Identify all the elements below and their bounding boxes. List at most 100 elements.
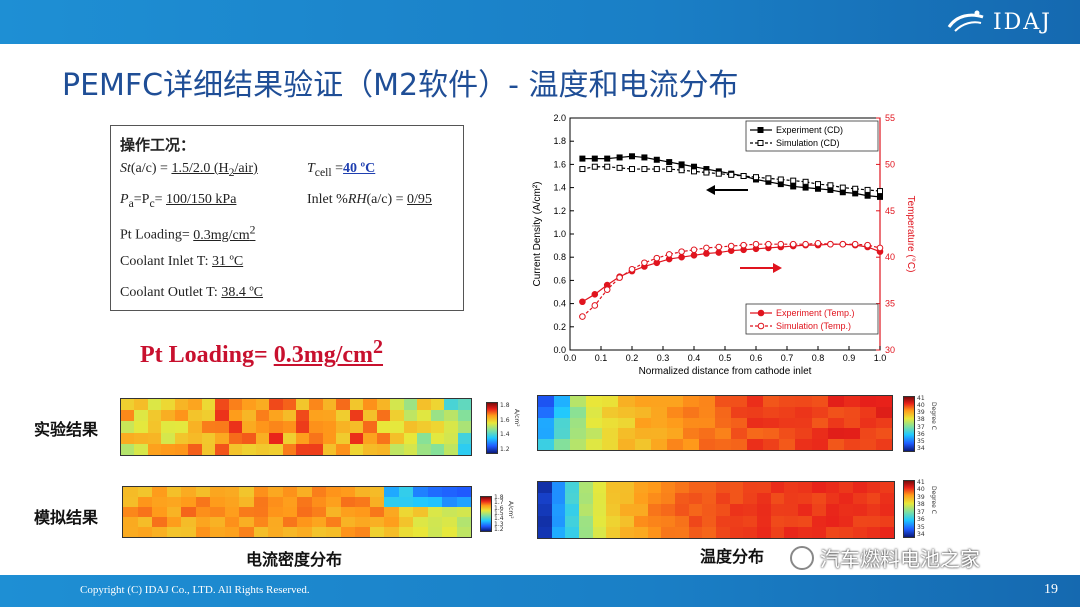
colorbar-tick-label: 37 — [917, 508, 925, 516]
series-point — [591, 302, 599, 309]
series-point — [802, 178, 809, 185]
heatmap-cell — [825, 515, 840, 527]
heatmap-cell — [620, 482, 634, 494]
heatmap-cell — [430, 421, 445, 433]
colorbar-tick-label: 1.5 — [494, 510, 504, 517]
heatmap-cell — [565, 504, 580, 516]
x-tick-label: 0.2 — [626, 353, 639, 363]
heatmap-cell — [825, 504, 840, 516]
watermark-text: 汽车燃料电池之家 — [820, 547, 980, 571]
heatmap-cell — [747, 396, 764, 407]
heatmap-cell — [444, 399, 458, 411]
heatmap-cell — [427, 507, 442, 517]
heatmap-cell — [195, 507, 210, 517]
heatmap-cell — [123, 497, 138, 507]
heatmap-cell — [779, 439, 796, 450]
heatmap-cell — [661, 482, 675, 494]
series-point — [852, 185, 859, 192]
heatmap-cell — [152, 517, 167, 527]
heatmap-cell — [201, 410, 216, 422]
heatmap-cell — [770, 526, 785, 538]
heatmap-cell — [253, 487, 268, 497]
heatmap-cell — [282, 410, 296, 422]
heatmap-cell — [698, 428, 715, 440]
series-line — [582, 166, 881, 192]
operating-conditions-box: 操作工况： St(a/c) = 1.5/2.0 (H2/air) Tcell =… — [110, 125, 464, 311]
heatmap-cell — [161, 443, 175, 455]
colorbar-tick-label: 35 — [917, 523, 925, 531]
heatmap-cell — [579, 493, 593, 505]
series-point — [616, 154, 623, 161]
rh-mid: (a/c) = — [366, 192, 408, 207]
heatmap-cell — [376, 410, 391, 422]
coolant-inlet-value: 31 ºC — [211, 254, 244, 269]
series-point — [752, 240, 760, 248]
series-point — [839, 240, 847, 248]
heatmap-cell — [661, 515, 675, 527]
heatmap-cell — [384, 527, 399, 537]
coolant-outlet-label: Coolant Outlet T: — [120, 285, 222, 300]
heatmap-cell — [195, 497, 210, 507]
heatmap-cell — [688, 526, 703, 538]
heatmap-cell — [123, 517, 138, 527]
heatmap-cell — [839, 482, 853, 494]
heatmap-cell — [634, 406, 651, 418]
heatmap-cell — [633, 493, 648, 505]
heatmap-cell — [565, 482, 580, 494]
colorbar-tick-label: 1.7 — [494, 499, 504, 507]
heatmap-cell — [859, 439, 876, 450]
pt-loading-highlight: Pt Loading= 0.3mg/cm2 — [140, 336, 383, 369]
heatmap-cell — [253, 517, 268, 527]
heatmap-cell — [403, 410, 418, 422]
heatmap-cell — [538, 439, 555, 450]
x-tick-label: 0.7 — [781, 353, 794, 363]
heatmap-cell — [369, 497, 384, 507]
heatmap-cell — [309, 421, 323, 433]
heatmap-cell — [363, 399, 377, 411]
heatmap-cell — [430, 443, 445, 455]
y-left-tick-label: 1.2 — [553, 206, 566, 216]
pt-loading-row: Pt Loading= 0.3mg/cm2 — [120, 223, 255, 244]
colorbar-t-sim — [903, 480, 915, 538]
series-point — [728, 171, 735, 178]
series-point — [604, 163, 611, 170]
heatmap-cell — [839, 515, 853, 527]
colorbar-cd-sim — [480, 496, 492, 532]
tcell-value: 40 ºC — [343, 161, 376, 176]
series-point — [678, 253, 685, 261]
heatmap-cell — [137, 507, 152, 517]
heatmap-cell — [538, 515, 552, 527]
heatmap-cell — [444, 443, 458, 455]
heatmap-cell — [602, 406, 619, 418]
heatmap-cell — [215, 443, 229, 455]
heatmap-cell — [880, 482, 894, 494]
heatmap-cell — [674, 504, 689, 516]
heatmap-cell — [866, 526, 881, 538]
heatmap-cell — [674, 526, 689, 538]
heatmap-cell — [134, 421, 148, 433]
heatmap-cell — [859, 417, 876, 429]
heatmap-cell — [376, 432, 391, 444]
series-point — [703, 169, 710, 176]
heatmap-cell — [456, 527, 471, 537]
heatmap-cell — [123, 487, 138, 497]
heatmap-cell — [311, 507, 326, 517]
heatmap-cell — [784, 526, 799, 538]
heatmap-cell — [763, 428, 780, 440]
heatmap-cell — [417, 410, 431, 422]
heatmap-cell — [210, 487, 225, 497]
heatmap-cell — [137, 497, 152, 507]
heatmap-cell — [228, 443, 243, 455]
experiment-label: 实验结果 — [34, 420, 99, 439]
heatmap-cell — [384, 487, 399, 497]
heatmap-cell — [181, 487, 196, 497]
heatmap-cell — [551, 526, 566, 538]
heatmap-cell — [880, 526, 894, 538]
y-left-tick-label: 1.8 — [553, 136, 566, 146]
heatmap-cell — [770, 515, 785, 527]
stoich-value: 1.5/2.0 (H2/air) — [171, 161, 257, 179]
pressure-label: P — [120, 192, 129, 207]
series-point — [777, 176, 784, 183]
heatmap-cell — [390, 399, 404, 411]
heatmap-cell — [444, 421, 458, 433]
